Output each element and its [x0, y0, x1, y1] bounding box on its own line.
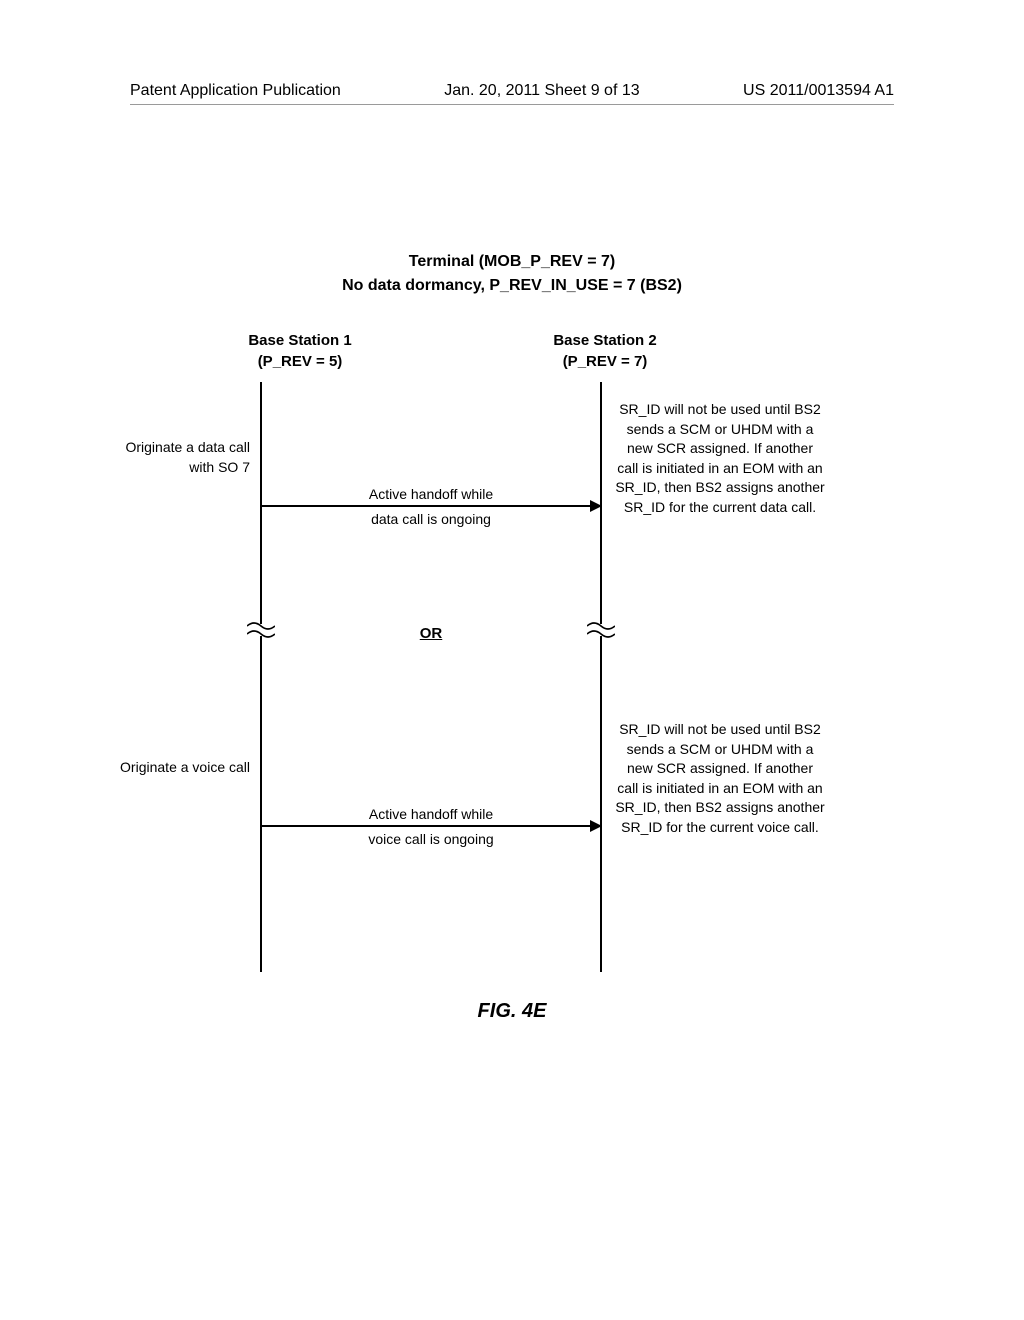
bs2-note-data-call: SR_ID will not be used until BS2 sends a…: [615, 400, 825, 518]
handoff-arrow-2: [262, 825, 600, 827]
bs1-sub: (P_REV = 5): [220, 351, 380, 372]
originate-data-call-note: Originate a data call with SO 7: [120, 438, 250, 477]
arrow1-label-top: Active handoff while: [270, 485, 592, 505]
header-rule: [130, 104, 894, 105]
arrow1-label-bot: data call is ongoing: [270, 510, 592, 530]
title-line2: No data dormancy, P_REV_IN_USE = 7 (BS2): [0, 274, 1024, 298]
bs2-sub: (P_REV = 7): [500, 351, 710, 372]
handoff-arrow-1: [262, 505, 600, 507]
bs2-header: Base Station 2 (P_REV = 7): [500, 330, 710, 372]
bs1-name: Base Station 1: [220, 330, 380, 351]
or-separator: OR: [270, 625, 592, 642]
header-center: Jan. 20, 2011 Sheet 9 of 13: [444, 82, 639, 100]
title-line1: Terminal (MOB_P_REV = 7): [0, 250, 1024, 274]
arrow2-label-top: Active handoff while: [270, 805, 592, 825]
arrow2-label-bot: voice call is ongoing: [270, 830, 592, 850]
figure-label: FIG. 4E: [0, 1000, 1024, 1023]
page-header: Patent Application Publication Jan. 20, …: [0, 82, 1024, 100]
diagram-title: Terminal (MOB_P_REV = 7) No data dormanc…: [0, 250, 1024, 298]
bs2-name: Base Station 2: [500, 330, 710, 351]
lifeline-break-bs1: [247, 620, 275, 640]
originate-voice-call-note: Originate a voice call: [120, 758, 250, 778]
bs1-lifeline: [260, 382, 262, 972]
header-left: Patent Application Publication: [130, 82, 341, 100]
lifeline-break-bs2: [587, 620, 615, 640]
header-right: US 2011/0013594 A1: [743, 82, 894, 100]
bs2-lifeline: [600, 382, 602, 972]
sequence-diagram: Base Station 1 (P_REV = 5) Base Station …: [140, 330, 890, 980]
bs2-note-voice-call: SR_ID will not be used until BS2 sends a…: [615, 720, 825, 838]
bs1-header: Base Station 1 (P_REV = 5): [220, 330, 380, 372]
